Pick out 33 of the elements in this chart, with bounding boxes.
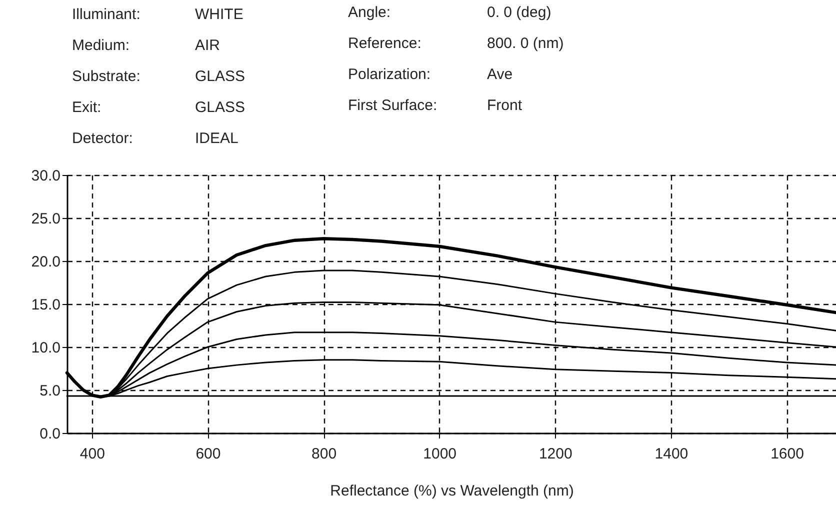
text: AIR	[195, 37, 220, 54]
text: Reference:	[348, 35, 422, 52]
text: Front	[487, 97, 523, 114]
y-tick-label: 20.0	[31, 254, 60, 270]
text: Exit:	[72, 99, 102, 116]
text: Detector:	[72, 130, 133, 147]
y-tick-label: 25.0	[31, 210, 60, 228]
x-tick-label: 1000	[423, 446, 457, 462]
y-tick-label: 15.0	[31, 296, 60, 314]
text: Ave	[487, 66, 513, 83]
text: WHITE	[195, 6, 244, 23]
text: Polarization:	[348, 66, 431, 83]
x-tick-label: 600	[196, 446, 221, 462]
x-tick-label: 1400	[654, 446, 688, 462]
y-tick-label: 10.0	[31, 340, 60, 356]
text: First Surface:	[348, 97, 438, 114]
text: GLASS	[195, 68, 246, 85]
text: Angle:	[348, 4, 391, 21]
x-tick-label: 800	[312, 446, 337, 462]
y-tick-label: 5.0	[40, 382, 60, 400]
y-tick-label: 0.0	[40, 426, 60, 442]
text: Substrate:	[72, 68, 140, 85]
text: 800. 0 (nm)	[487, 35, 564, 52]
text: Medium:	[72, 37, 130, 54]
x-tick-label: 1200	[538, 446, 572, 462]
y-tick-label: 30.0	[31, 168, 60, 184]
text: IDEAL	[195, 130, 238, 147]
x-tick-label: 1600	[770, 446, 804, 462]
text: GLASS	[195, 99, 246, 116]
text: 0. 0 (deg)	[487, 4, 552, 21]
x-tick-label: 400	[80, 446, 105, 462]
x-axis-title: Reflectance (%) vs Wavelength (nm)	[330, 482, 574, 500]
text: Illuminant:	[72, 6, 140, 23]
